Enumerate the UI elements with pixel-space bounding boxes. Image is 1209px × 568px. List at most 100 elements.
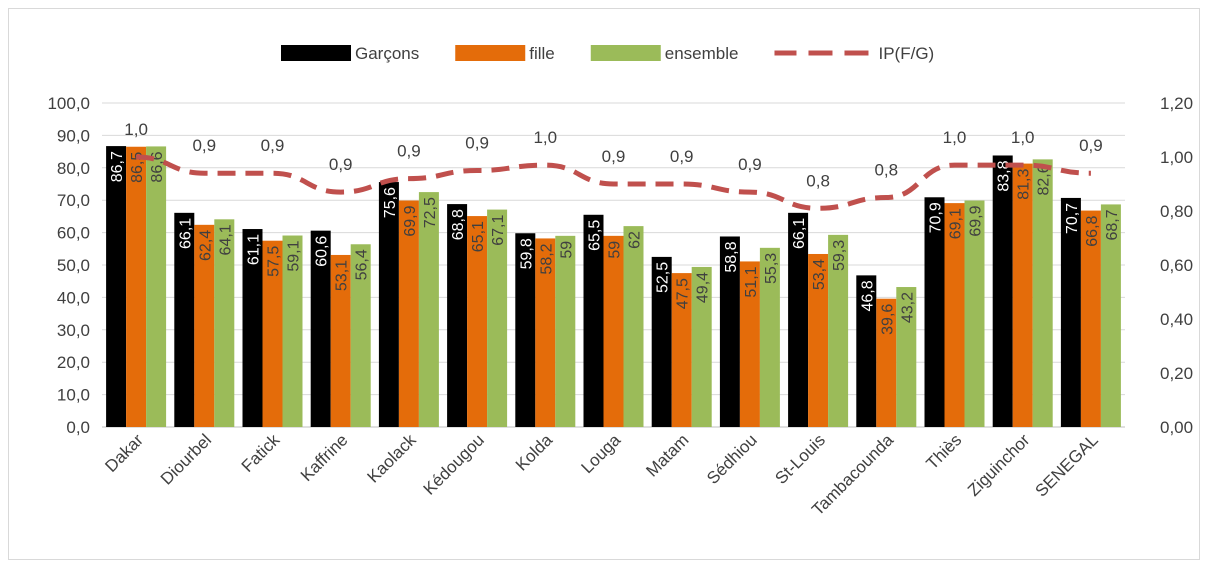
bar xyxy=(623,226,644,427)
bar xyxy=(515,233,536,427)
bar xyxy=(282,235,303,427)
data-label: 69,1 xyxy=(948,208,965,239)
data-label: 59 xyxy=(607,241,624,259)
bar xyxy=(330,254,351,427)
ratio-label: 0,9 xyxy=(397,142,421,161)
ratio-label: 1,0 xyxy=(124,120,148,139)
data-label: 67,1 xyxy=(490,214,507,245)
data-label: 47,5 xyxy=(675,278,692,309)
x-tick-label: St-Louis xyxy=(771,430,829,488)
x-tick-label: Kaffrine xyxy=(297,430,352,485)
ratio-label: 0,9 xyxy=(261,136,285,155)
legend-swatch xyxy=(455,45,526,61)
bar xyxy=(146,146,167,427)
data-label: 86,7 xyxy=(109,151,126,182)
bar xyxy=(759,247,780,427)
bar xyxy=(214,219,235,427)
bar xyxy=(924,197,945,427)
bar xyxy=(487,209,508,427)
y2-tick-label: 1,00 xyxy=(1160,148,1193,167)
data-label: 59,1 xyxy=(286,240,303,271)
data-label: 64,1 xyxy=(217,224,234,255)
ratio-label: 0,9 xyxy=(192,136,216,155)
bar xyxy=(992,155,1013,427)
y2-tick-label: 0,20 xyxy=(1160,364,1193,383)
y-tick-label: 10,0 xyxy=(57,386,90,405)
data-label: 68,7 xyxy=(1104,209,1121,240)
ratio-label: 0,9 xyxy=(465,134,489,153)
y2-tick-label: 0,80 xyxy=(1160,202,1193,221)
data-label: 62,4 xyxy=(197,230,214,261)
bar xyxy=(350,244,371,427)
data-label: 82,6 xyxy=(1036,164,1053,195)
bar xyxy=(398,200,419,427)
x-tick-label: Thiès xyxy=(922,430,965,473)
bar xyxy=(856,275,877,427)
bar xyxy=(691,266,712,427)
bar xyxy=(603,235,624,427)
x-tick-label: Kédougou xyxy=(420,430,488,498)
bar xyxy=(535,238,556,427)
chart: 86,7 86,5 86,666,1 62,4 64,1 61,1 57,5 59,1 60,6… xyxy=(47,44,1193,519)
bar xyxy=(174,212,195,427)
y-tick-label: 0,0 xyxy=(66,418,90,437)
legend-label: IP(F/G) xyxy=(878,44,934,63)
data-label: 59,3 xyxy=(831,240,848,271)
ratio-label: 0,9 xyxy=(602,147,626,166)
data-label: 53,4 xyxy=(811,259,828,290)
data-label: 65,5 xyxy=(587,220,604,251)
data-label: 46,8 xyxy=(859,280,876,311)
data-label: 56,4 xyxy=(354,249,371,280)
y2-tick-label: 1,20 xyxy=(1160,94,1193,113)
data-label: 72,5 xyxy=(422,197,439,228)
y-tick-label: 80,0 xyxy=(57,159,90,178)
ratio-label: 0,9 xyxy=(329,155,353,174)
data-label: 75,6 xyxy=(382,187,399,218)
bar xyxy=(828,234,849,427)
ratio-line: 1,0 0,9 0,9 0,9 0,9 0,9 1,0 0,9 0,9 0,9 0,8 0,8 1,0 1… xyxy=(124,120,1103,211)
data-label: 66,8 xyxy=(1084,215,1101,246)
bar xyxy=(808,253,829,427)
bar xyxy=(1012,163,1033,427)
data-label: 43,2 xyxy=(899,292,916,323)
legend-swatch xyxy=(590,45,661,61)
y-tick-label: 90,0 xyxy=(57,126,90,145)
data-label: 83,8 xyxy=(996,160,1013,191)
ratio-label: 0,9 xyxy=(1079,136,1103,155)
x-tick-label: Matam xyxy=(642,430,692,480)
bar xyxy=(719,236,740,427)
data-label: 51,1 xyxy=(743,266,760,297)
bar xyxy=(242,229,263,427)
bar xyxy=(126,146,147,428)
data-label: 59 xyxy=(558,241,575,259)
data-label: 53,1 xyxy=(334,260,351,291)
data-label: 66,1 xyxy=(177,218,194,249)
data-label: 66,1 xyxy=(791,218,808,249)
bar xyxy=(106,146,127,428)
ratio-line-path xyxy=(136,154,1091,211)
bar xyxy=(447,204,468,427)
bar xyxy=(1060,197,1081,427)
bar xyxy=(194,224,215,427)
bar xyxy=(651,256,672,427)
data-label: 55,3 xyxy=(763,253,780,284)
bar xyxy=(378,182,399,427)
data-label: 57,5 xyxy=(266,246,283,277)
bar xyxy=(555,235,576,427)
bar xyxy=(1032,159,1053,427)
data-label: 61,1 xyxy=(246,234,263,265)
data-label: 58,8 xyxy=(723,241,740,272)
data-label: 60,6 xyxy=(314,236,331,267)
y-tick-label: 50,0 xyxy=(57,256,90,275)
y-tick-label: 70,0 xyxy=(57,191,90,210)
y-tick-label: 100,0 xyxy=(47,94,90,113)
chart-frame: 86,7 86,5 86,6 66,1 62,4 64,1 61,1 57,5 59,1 60,6… xyxy=(8,8,1200,560)
legend-swatch xyxy=(281,45,351,61)
bars: 86,7 86,5 86,666,1 62,4 64,1 61,1 57,5 59,1 60,6… xyxy=(106,146,1121,428)
legend-label: ensemble xyxy=(665,44,739,63)
x-tick-label: Diourbel xyxy=(157,430,215,488)
x-tick-label: SENEGAL xyxy=(1032,430,1102,500)
ratio-label: 1,0 xyxy=(533,128,557,147)
x-tick-label: Louga xyxy=(577,430,624,477)
data-label: 58,2 xyxy=(538,243,555,274)
